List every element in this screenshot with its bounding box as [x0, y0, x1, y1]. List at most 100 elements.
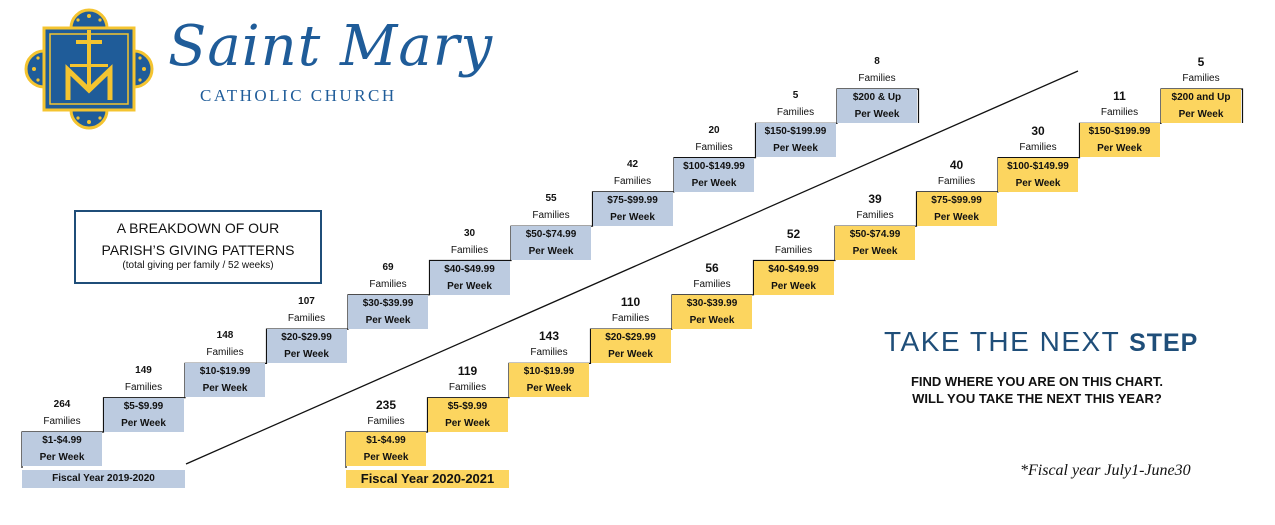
step-range-label: $150-$199.99 — [1088, 126, 1151, 138]
step-range-label: $30-$39.99 — [686, 297, 738, 309]
cta-line-2: WILL YOU TAKE THE NEXT THIS YEAR? — [912, 391, 1162, 406]
step-family-count: 235 — [375, 398, 397, 412]
step-box: $200 & Up Per Week — [837, 89, 917, 123]
step-unit-label: Families — [43, 416, 81, 427]
step-family-count: 55 — [545, 193, 557, 205]
call-to-action: FIND WHERE YOU ARE ON THIS CHART. WILL Y… — [894, 373, 1180, 407]
cta-line-1: FIND WHERE YOU ARE ON THIS CHART. — [910, 374, 1164, 389]
step-box: $100-$149.99 Per Week — [674, 157, 754, 192]
step-period-label: Per Week — [934, 211, 979, 223]
step-range-label: $200 & Up — [852, 92, 902, 103]
step-period-label: Per Week — [445, 417, 490, 429]
brand-subtitle: CATHOLIC CHURCH — [200, 86, 397, 105]
saint-mary-logo-icon — [24, 8, 154, 130]
step-period-label: Per Week — [773, 143, 818, 155]
step-box: $50-$74.99 Per Week — [835, 226, 915, 261]
step-unit-label: Families — [1182, 73, 1220, 84]
tagline-main: TAKE THE NEXT — [884, 326, 1130, 357]
step-family-count: 69 — [382, 261, 394, 273]
step-box: $5-$9.99 Per Week — [103, 397, 184, 432]
tagline-step-word: STEP — [1129, 329, 1199, 357]
step-period-label: Per Week — [363, 452, 409, 463]
step-period-label: Per Week — [854, 109, 900, 120]
step-box: $200 and Up Per Week — [1161, 89, 1241, 123]
step-period-label: Per Week — [1015, 177, 1061, 189]
step-range-label: $10-$19.99 — [199, 366, 251, 378]
step-period-label: Per Week — [526, 383, 572, 395]
step-family-count: 5 — [1197, 55, 1205, 69]
step-unit-label: Families — [450, 244, 489, 256]
step-unit-label: Families — [532, 210, 570, 222]
step-unit-label: Families — [206, 347, 244, 359]
step-period-label: Per Week — [447, 280, 492, 292]
breakdown-line-1: A BREAKDOWN OF OUR — [116, 220, 280, 236]
step-box: $50-$74.99 Per Week — [511, 226, 591, 261]
step-family-count: 20 — [708, 124, 720, 136]
step-range-label: $200 and Up — [1171, 92, 1231, 103]
step-range-label: $40-$49.99 — [444, 263, 495, 275]
step-unit-label: Families — [776, 107, 815, 119]
step-family-count: 52 — [786, 226, 801, 241]
step-unit-label: Families — [774, 244, 813, 256]
step-unit-label: Families — [856, 210, 894, 222]
breakdown-box: A BREAKDOWN OF OUR PARISH’S GIVING PATTE… — [74, 210, 322, 284]
step-box: $1-$4.99 Per Week — [22, 432, 102, 466]
step-family-count: 149 — [135, 364, 152, 376]
step-unit-label: Families — [693, 278, 731, 290]
step-unit-label: Families — [613, 175, 652, 187]
step-period-label: Per Week — [121, 417, 166, 429]
step-family-count: 39 — [868, 192, 882, 207]
step-family-count: 42 — [626, 158, 639, 170]
step-range-label: $20-$29.99 — [605, 332, 656, 344]
step-box: $20-$29.99 Per Week — [266, 329, 347, 364]
step-box: $1-$4.99 Per Week — [346, 432, 426, 466]
step-box: $75-$99.99 Per Week — [592, 191, 673, 226]
step-period-label: Per Week — [852, 246, 898, 258]
step-range-label: $1-$4.99 — [42, 435, 82, 446]
step-unit-label: Families — [858, 73, 896, 84]
step-unit-label: Families — [448, 381, 487, 393]
step-period-label: Per Week — [528, 246, 574, 258]
step-range-label: $10-$19.99 — [523, 366, 575, 378]
step-period-label: Per Week — [39, 452, 85, 463]
step-unit-label: Families — [611, 313, 650, 325]
tagline: TAKE THE NEXT STEP — [884, 326, 1198, 358]
step-box: $75-$99.99 Per Week — [916, 191, 997, 226]
footnote: *Fiscal year July1-June30 — [1020, 462, 1191, 479]
step-range-label: $150-$199.99 — [764, 126, 827, 138]
step-range-label: $30-$39.99 — [362, 297, 414, 309]
step-unit-label: Families — [695, 141, 733, 153]
step-range-label: $20-$29.99 — [281, 332, 332, 344]
step-period-label: Per Week — [1178, 109, 1224, 120]
step-family-count: 30 — [463, 227, 476, 239]
step-period-label: Per Week — [610, 211, 655, 223]
step-box: $100-$149.99 Per Week — [998, 157, 1078, 192]
step-family-count: 264 — [53, 399, 71, 410]
breakdown-line-3: (total giving per family / 52 weeks) — [122, 260, 274, 271]
step-family-count: 119 — [457, 363, 478, 378]
step-family-count: 110 — [620, 295, 641, 310]
breakdown-line-2: PARISH’S GIVING PATTERNS — [101, 242, 295, 258]
diagonal-divider — [185, 70, 1079, 465]
step-box: $30-$39.99 Per Week — [348, 294, 428, 329]
step-period-label: Per Week — [365, 314, 411, 326]
step-range-label: $50-$74.99 — [849, 229, 901, 241]
step-box: $150-$199.99 Per Week — [1079, 123, 1160, 158]
step-unit-label: Families — [530, 347, 568, 359]
step-unit-label: Families — [287, 313, 326, 325]
series-label-fy2019: Fiscal Year 2019-2020 — [22, 470, 185, 488]
step-box: $40-$49.99 Per Week — [753, 260, 834, 295]
step-family-count: 40 — [949, 157, 964, 172]
step-range-label: $5-$9.99 — [447, 400, 488, 412]
step-family-count: 56 — [705, 260, 719, 275]
step-range-label: $5-$9.99 — [123, 400, 164, 412]
step-box: $10-$19.99 Per Week — [185, 363, 265, 398]
step-unit-label: Families — [1100, 107, 1139, 119]
step-family-count: 107 — [298, 296, 315, 308]
step-range-label: $40-$49.99 — [768, 263, 819, 275]
step-period-label: Per Week — [608, 349, 653, 361]
step-box: $20-$29.99 Per Week — [590, 329, 671, 364]
step-unit-label: Families — [369, 278, 407, 290]
step-period-label: Per Week — [691, 177, 737, 189]
